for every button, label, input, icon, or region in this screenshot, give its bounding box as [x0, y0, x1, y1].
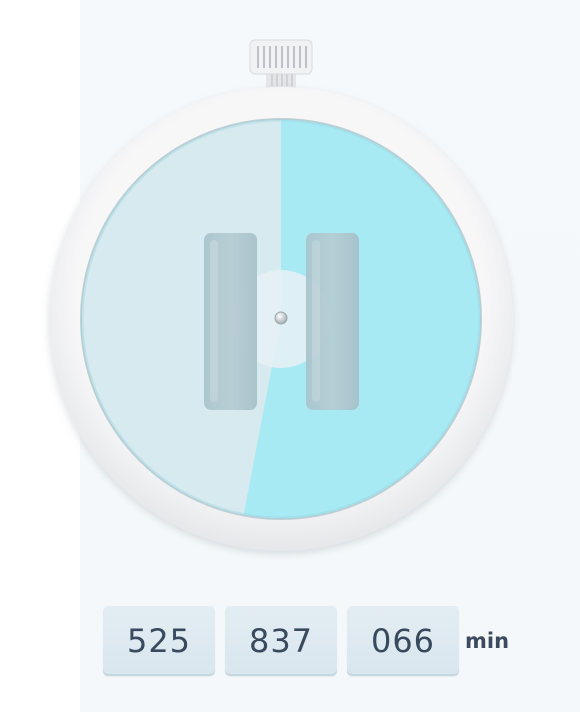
remaining-sector — [243, 120, 480, 518]
pause-icon[interactable] — [204, 233, 359, 410]
readout-segment-2: 837 — [225, 606, 337, 676]
readout-segment-3: 066 — [347, 606, 459, 676]
pause-bar-right — [306, 233, 359, 410]
readout-segment-1: 525 — [103, 606, 215, 676]
crown-knob[interactable] — [249, 39, 313, 88]
crown-ridges — [257, 46, 307, 68]
time-readout: 525 837 066 min — [103, 606, 509, 676]
unit-label: min — [465, 629, 510, 653]
center-pin-icon — [274, 311, 288, 325]
pause-bar-left — [204, 233, 257, 410]
